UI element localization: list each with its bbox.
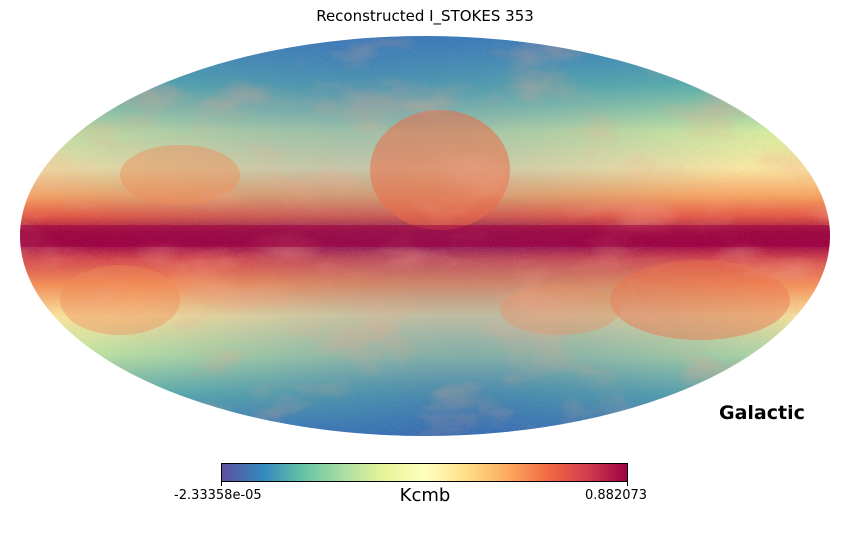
coordinate-system-label: Galactic [719,402,805,424]
colorbar [221,463,628,482]
colorbar-unit-label: Kcmb [399,485,451,506]
sky-map [20,36,830,436]
map-title: Reconstructed I_STOKES 353 [316,7,534,25]
sky-map-fill [20,36,830,436]
colorbar-max-tick [627,481,628,486]
colorbar-max-label: 0.882073 [585,488,648,503]
colorbar-min-tick [221,481,222,486]
colorbar-min-label: -2.33358e-05 [174,488,262,503]
